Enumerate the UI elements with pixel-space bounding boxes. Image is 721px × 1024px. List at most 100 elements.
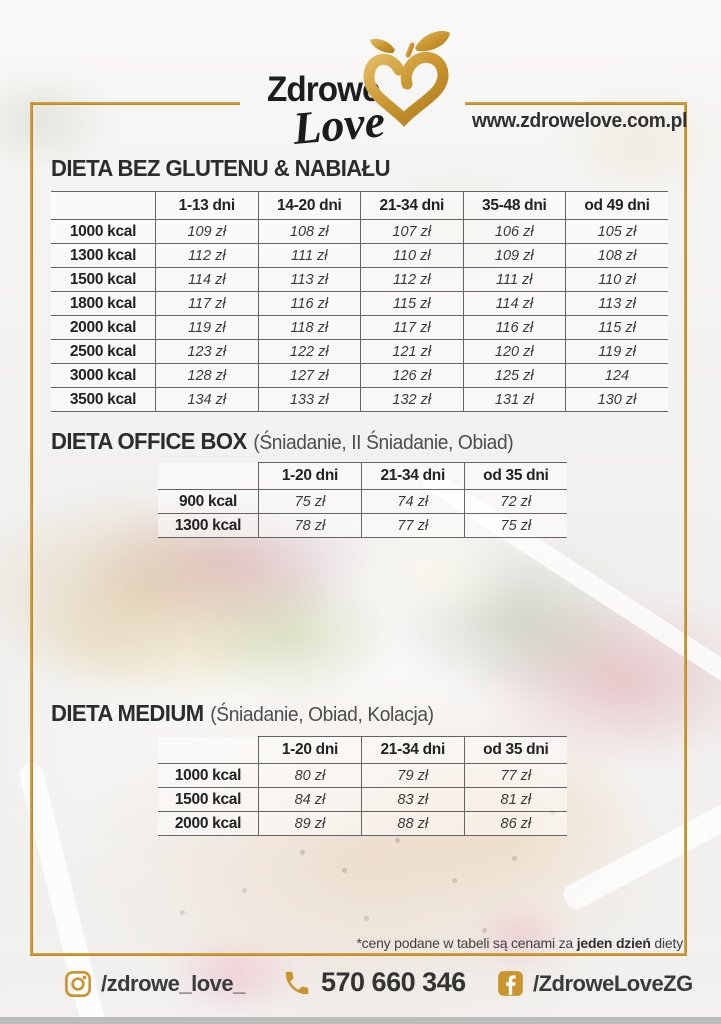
corner-cell [158,462,259,490]
price-cell: 110 zł [360,243,463,268]
kcal-label: 2000 kcal [51,315,156,340]
gold-frame-left [30,102,33,956]
footnote-bold: jeden dzień [576,935,651,951]
price-cell: 80 zł [258,763,362,788]
price-cell: 88 zł [360,811,465,836]
price-cell: 118 zł [257,315,361,340]
header-row: 1-13 dni 14-20 dni 21-34 dni 35-48 dni od 49… [51,191,668,220]
kcal-label: 1000 kcal [158,763,259,788]
corner-cell [158,736,259,764]
kcal-label: 1300 kcal [158,513,259,538]
price-cell: 123 zł [155,339,258,364]
price-cell: 75 zł [258,489,362,514]
table-row: 1000 kcal 80 zł 79 zł 77 zł [158,763,567,788]
price-cell: 124 [565,363,668,388]
price-cell: 78 zł [258,513,362,538]
price-table-office-box: 1-20 dni 21-34 dni od 35 dni 900 kcal 75 zł 7… [158,462,567,538]
column-header: 21-34 dni [360,736,465,764]
table-row: 1300 kcal 112 zł 111 zł 110 zł 109 zł 108 zł [51,243,668,268]
price-cell: 106 zł [462,219,566,244]
instagram-icon [65,971,91,997]
corner-cell [51,191,156,220]
price-table-gluten-dairy-free: 1-13 dni 14-20 dni 21-34 dni 35-48 dni od 49… [51,191,668,412]
price-cell: 105 zł [565,219,668,244]
facebook-contact[interactable]: /ZdroweLoveZG [497,970,693,997]
price-cell: 77 zł [360,513,465,538]
price-cell: 89 zł [258,811,362,836]
title-text: DIETA BEZ GLUTENU & NABIAŁU [51,155,391,181]
phone-contact[interactable]: 570 660 346 [282,967,466,998]
column-header: 21-34 dni [360,191,463,220]
kcal-label: 3500 kcal [51,387,156,412]
price-cell: 113 zł [257,267,361,292]
header-row: 1-20 dni 21-34 dni od 35 dni [158,462,567,490]
price-cell: 114 zł [155,267,258,292]
price-cell: 112 zł [360,267,463,292]
title-subtitle: (Śniadanie, II Śniadanie, Obiad) [253,432,514,454]
price-cell: 110 zł [565,267,668,292]
phone-number[interactable]: 570 660 346 [321,967,466,997]
price-cell: 112 zł [155,243,258,268]
phone-icon [285,971,309,994]
price-cell: 134 zł [155,387,258,412]
title-text: DIETA OFFICE BOX [51,428,247,454]
table-row: 1300 kcal 78 zł 77 zł 75 zł [158,513,567,538]
price-cell: 84 zł [258,787,362,812]
column-header: 1-20 dni [258,736,362,764]
instagram-handle[interactable]: /zdrowe_love_ [101,971,245,996]
table-edge-strip [0,1017,721,1024]
column-header: od 49 dni [565,191,668,220]
price-cell: 132 zł [360,387,463,412]
kcal-label: 2000 kcal [158,811,259,836]
price-cell: 109 zł [462,243,566,268]
price-cell: 111 zł [462,267,566,292]
column-header: 35-48 dni [462,191,566,220]
gold-frame-top-right [465,102,687,105]
kcal-label: 1300 kcal [51,243,156,268]
kcal-label: 1000 kcal [51,219,156,244]
price-cell: 133 zł [257,387,361,412]
section-title-office-box: DIETA OFFICE BOX (Śniadanie, II Śniadanie… [51,428,514,455]
price-cell: 81 zł [463,787,567,812]
price-cell: 115 zł [565,315,668,340]
price-cell: 131 zł [462,387,566,412]
column-header: 1-20 dni [258,462,362,490]
price-cell: 86 zł [463,811,567,836]
table-row: 1800 kcal 117 zł 116 zł 115 zł 114 zł 113 zł [51,291,668,316]
kcal-label: 1500 kcal [51,267,156,292]
price-cell: 116 zł [462,315,566,340]
price-cell: 74 zł [360,489,465,514]
table-row: 3000 kcal 128 zł 127 zł 126 zł 125 zł 124 [51,363,668,388]
table-row: 3500 kcal 134 zł 133 zł 132 zł 131 zł 130 zł [51,387,668,412]
price-cell: 117 zł [155,291,258,316]
kcal-label: 2500 kcal [51,339,156,364]
price-cell: 127 zł [257,363,361,388]
price-cell: 83 zł [360,787,465,812]
price-cell: 120 zł [462,339,566,364]
price-cell: 108 zł [257,219,361,244]
gold-frame-right [684,102,687,956]
gold-frame-bottom [30,953,687,956]
kcal-label: 3000 kcal [51,363,156,388]
price-cell: 75 zł [463,513,567,538]
price-cell: 77 zł [463,763,567,788]
title-subtitle: (Śniadanie, Obiad, Kolacja) [210,704,434,726]
price-cell: 109 zł [155,219,258,244]
price-table-medium: 1-20 dni 21-34 dni od 35 dni 1000 kcal 80 zł… [158,736,567,836]
website-url[interactable]: www.zdrowelove.com.pl [471,110,687,132]
table-row: 1500 kcal 114 zł 113 zł 112 zł 111 zł 110 zł [51,267,668,292]
price-cell: 115 zł [360,291,463,316]
price-cell: 122 zł [257,339,361,364]
kcal-label: 1800 kcal [51,291,156,316]
price-cell: 111 zł [257,243,361,268]
price-cell: 116 zł [257,291,361,316]
facebook-handle[interactable]: /ZdroweLoveZG [533,970,693,996]
kcal-label: 900 kcal [158,489,259,514]
instagram-contact[interactable]: /zdrowe_love_ [64,970,245,998]
contact-bar: /zdrowe_love_ 570 660 346 /ZdroweLoveZG [0,962,721,1016]
price-cell: 117 zł [360,315,463,340]
section-title-medium: DIETA MEDIUM (Śniadanie, Obiad, Kolacja) [51,700,434,727]
price-cell: 113 zł [565,291,668,316]
brand-logo: Zdrowe Love [255,28,475,154]
price-cell: 107 zł [360,219,463,244]
